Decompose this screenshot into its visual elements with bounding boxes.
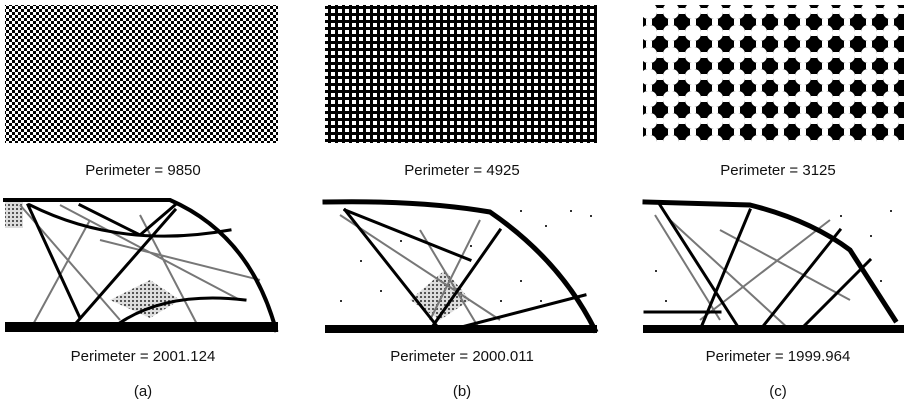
panel-label: (b)	[453, 383, 471, 400]
pattern-c	[643, 5, 904, 143]
bottom-caption: Perimeter = 2001.124	[71, 348, 216, 365]
bottom-caption: Perimeter = 1999.964	[706, 348, 851, 365]
pattern-a	[5, 5, 278, 143]
top-caption: Perimeter = 3125	[720, 162, 835, 179]
panel-label: (a)	[134, 383, 152, 400]
structure-a	[5, 200, 278, 332]
pattern-b	[325, 5, 597, 143]
panel-label: (c)	[769, 383, 787, 400]
bottom-caption: Perimeter = 2000.011	[390, 348, 534, 365]
structure-c	[643, 202, 904, 333]
figure: Perimeter = 9850 Perimeter = 4925 Perime…	[0, 0, 904, 408]
top-caption: Perimeter = 9850	[85, 162, 200, 179]
structure-b	[325, 202, 597, 333]
top-caption: Perimeter = 4925	[404, 162, 519, 179]
